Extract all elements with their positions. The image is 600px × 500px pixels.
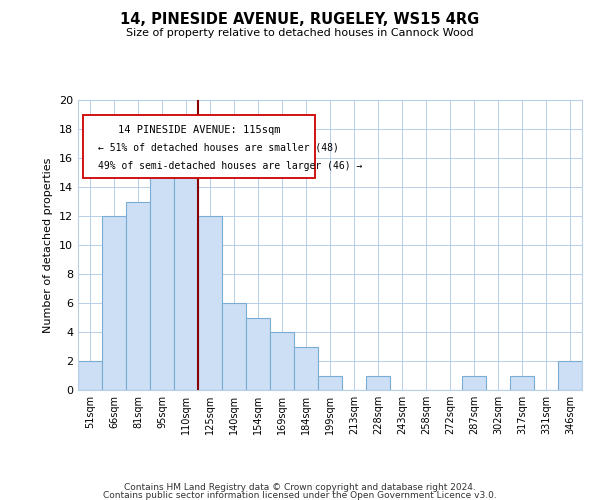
Bar <box>222 303 246 390</box>
Bar <box>558 361 582 390</box>
Text: 14 PINESIDE AVENUE: 115sqm: 14 PINESIDE AVENUE: 115sqm <box>118 124 280 134</box>
FancyBboxPatch shape <box>83 114 315 178</box>
Bar <box>294 346 318 390</box>
Text: Contains public sector information licensed under the Open Government Licence v3: Contains public sector information licen… <box>103 491 497 500</box>
Bar <box>126 202 150 390</box>
Bar <box>78 361 102 390</box>
Text: Size of property relative to detached houses in Cannock Wood: Size of property relative to detached ho… <box>126 28 474 38</box>
Bar <box>510 376 534 390</box>
Bar <box>366 376 390 390</box>
Bar <box>270 332 294 390</box>
Bar <box>102 216 126 390</box>
Bar <box>198 216 222 390</box>
Bar <box>318 376 342 390</box>
Y-axis label: Number of detached properties: Number of detached properties <box>43 158 53 332</box>
Bar <box>174 144 198 390</box>
Text: 14, PINESIDE AVENUE, RUGELEY, WS15 4RG: 14, PINESIDE AVENUE, RUGELEY, WS15 4RG <box>121 12 479 28</box>
Text: Contains HM Land Registry data © Crown copyright and database right 2024.: Contains HM Land Registry data © Crown c… <box>124 484 476 492</box>
Bar <box>462 376 486 390</box>
Bar <box>246 318 270 390</box>
Bar <box>150 158 174 390</box>
Text: ← 51% of detached houses are smaller (48): ← 51% of detached houses are smaller (48… <box>98 142 339 152</box>
Text: 49% of semi-detached houses are larger (46) →: 49% of semi-detached houses are larger (… <box>98 161 362 171</box>
